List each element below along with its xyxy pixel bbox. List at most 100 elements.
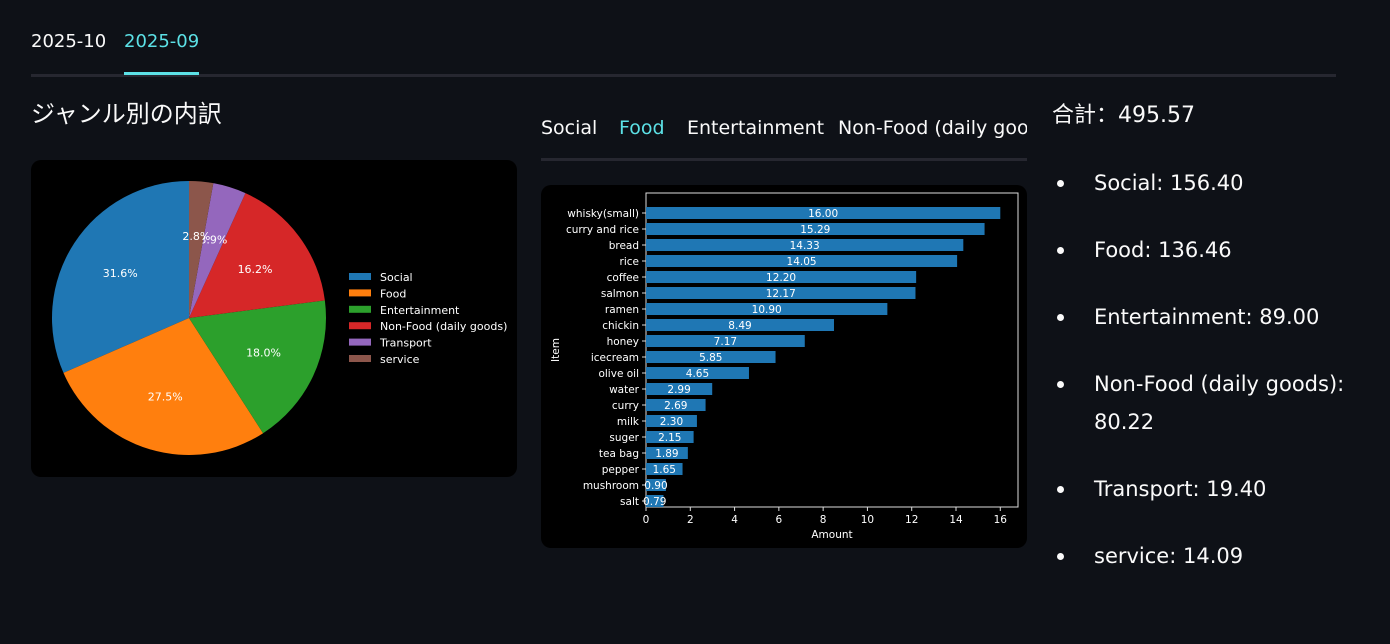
bar <box>646 351 776 363</box>
x-tick-label: 4 <box>731 514 738 526</box>
legend-label: Food <box>380 287 406 300</box>
legend-label: Entertainment <box>380 304 460 317</box>
y-tick-label: rice <box>620 256 639 268</box>
legend-label: Social <box>380 271 413 284</box>
plot-frame <box>645 192 1019 508</box>
list-item: Non-Food (daily goods): 80.22 <box>1052 365 1352 441</box>
bar-value-label: 1.65 <box>653 464 676 476</box>
tab-label: Food <box>619 117 665 139</box>
pie-percent-label: 31.6% <box>103 267 138 280</box>
summary-text: Transport: 19.40 <box>1094 477 1267 501</box>
active-tab-indicator <box>619 158 665 161</box>
tab-social[interactable]: Social <box>541 116 597 140</box>
y-tick-label: mushroom <box>583 480 639 492</box>
x-tick-label: 2 <box>687 514 694 526</box>
bar <box>646 335 805 347</box>
bar-value-label: 12.20 <box>766 272 796 284</box>
bar-value-label: 12.17 <box>766 288 796 300</box>
bar <box>646 303 888 315</box>
category-summary-list: Social: 156.40 Food: 136.46 Entertainmen… <box>1052 164 1352 604</box>
bar-value-label: 7.17 <box>714 336 737 348</box>
y-tick-label: honey <box>607 336 639 348</box>
tab-entertainment[interactable]: Entertainment <box>687 116 824 140</box>
bar <box>646 415 697 427</box>
pie-slice <box>189 193 325 318</box>
bar-value-label: 14.05 <box>787 256 817 268</box>
x-axis-label: Amount <box>811 529 852 541</box>
legend-swatch <box>349 273 371 280</box>
pie-chart: 31.6% 27.5% 18.0% 16.2% 3.9%2.8% Social Food En… <box>52 181 507 455</box>
bar-value-label: 0.79 <box>643 496 666 508</box>
legend-swatch <box>349 305 371 313</box>
y-tick-label: icecream <box>591 352 639 364</box>
y-tick-label: water <box>609 384 640 396</box>
legend-label: Transport <box>379 337 432 350</box>
pie-percent-label: 16.2% <box>238 263 273 276</box>
summary-text: Non-Food (daily goods): 80.22 <box>1094 372 1345 434</box>
list-item: Food: 136.46 <box>1052 231 1352 269</box>
section-title: ジャンル別の内訳 <box>31 100 222 128</box>
tab-2025-10[interactable]: 2025-10 <box>31 30 106 54</box>
pie-percent-label: 27.5% <box>148 391 183 404</box>
y-tick-label: ramen <box>605 304 639 316</box>
category-tab-bar: Social Food Entertainment Non-Food (dail… <box>541 112 1027 161</box>
x-tick-label: 0 <box>643 514 650 526</box>
summary-text: Entertainment: 89.00 <box>1094 305 1320 329</box>
legend-swatch <box>349 322 371 330</box>
bullet-icon <box>1057 180 1064 187</box>
tab-label: 2025-09 <box>124 31 200 52</box>
y-tick-label: coffee <box>607 272 639 284</box>
pie-slice <box>189 300 326 434</box>
summary-text: Food: 136.46 <box>1094 238 1232 262</box>
legend-swatch <box>349 289 371 297</box>
bar-value-label: 16.00 <box>808 208 838 220</box>
bullet-icon <box>1057 486 1064 493</box>
bar-value-label: 2.30 <box>660 416 683 428</box>
legend-swatch <box>349 355 371 362</box>
x-tick-label: 8 <box>820 514 827 526</box>
bar-chart: whisky(small) 16.00 curry and rice 15.29 bre… <box>550 192 1019 541</box>
x-tick-label: 6 <box>776 514 783 526</box>
y-tick-label: suger <box>609 432 639 444</box>
tab-non-food[interactable]: Non-Food (daily good <box>838 116 1027 140</box>
bullet-icon <box>1057 247 1064 254</box>
bar-value-label: 1.89 <box>655 448 678 460</box>
pie-chart-card: 31.6% 27.5% 18.0% 16.2% 3.9% 2.8% Social Food En… <box>31 160 517 477</box>
bar <box>646 271 917 283</box>
x-tick-label: 12 <box>905 514 918 526</box>
pie-slice <box>189 183 246 318</box>
y-tick-label: chickin <box>602 320 639 332</box>
y-tick-label: curry and rice <box>566 224 639 236</box>
bar <box>646 447 688 459</box>
bar <box>646 207 1001 219</box>
bar <box>646 223 985 235</box>
bar-value-label: 14.33 <box>790 240 820 252</box>
bullet-icon <box>1057 553 1064 560</box>
tab-food[interactable]: Food <box>619 116 665 140</box>
month-tab-bar: 2025-10 2025-09 <box>31 28 1336 77</box>
y-tick-label: tea bag <box>599 448 639 460</box>
tab-label: Non-Food (daily good <box>838 117 1027 139</box>
legend-label: service <box>380 353 420 366</box>
total-amount: 合計：495.57 <box>1052 103 1195 128</box>
summary-text: Social: 156.40 <box>1094 171 1244 195</box>
y-tick-label: bread <box>609 240 639 252</box>
x-tick-label: 14 <box>949 514 963 526</box>
bar-chart-card: whisky(small) 16.00 curry and rice 15.29 bre… <box>541 185 1027 548</box>
x-tick-label: 10 <box>861 514 874 526</box>
bar <box>646 463 683 475</box>
list-item: service: 14.09 <box>1052 537 1352 575</box>
bar <box>646 239 964 251</box>
tab-2025-09[interactable]: 2025-09 <box>124 30 200 75</box>
pie-percent-label: 18.0% <box>246 347 281 360</box>
pie-slice <box>189 181 214 318</box>
bullet-icon <box>1057 314 1064 321</box>
bar-value-label: 2.69 <box>664 400 687 412</box>
bar <box>646 431 694 443</box>
y-tick-label: pepper <box>602 464 640 476</box>
bar <box>646 367 749 379</box>
pie-percent-label: 3.9% <box>199 234 227 247</box>
list-item: Social: 156.40 <box>1052 164 1352 202</box>
bar <box>646 495 664 507</box>
tab-label: Entertainment <box>687 117 825 139</box>
